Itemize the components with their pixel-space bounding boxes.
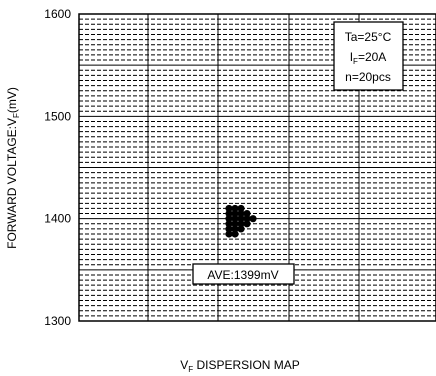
y-tick-labels: 1300 1400 1500 1600	[44, 7, 71, 328]
data-point	[231, 220, 239, 228]
condition-current: IF=20A	[350, 50, 387, 66]
y-tick-label: 1400	[44, 212, 71, 226]
data-point	[231, 204, 239, 213]
x-axis-label: VF DISPERSION MAP	[180, 358, 300, 374]
average-label: AVE:1399mV	[207, 268, 278, 282]
data-point	[243, 209, 251, 218]
condition-temperature: Ta=25°C	[345, 30, 392, 44]
data-point	[249, 215, 257, 223]
plot-frame	[78, 13, 436, 322]
data-point	[237, 215, 245, 223]
y-tick-label: 1300	[44, 314, 71, 328]
y-tick-label: 1600	[44, 7, 71, 21]
data-point	[237, 209, 245, 218]
data-point	[231, 215, 239, 223]
data-point	[225, 215, 233, 223]
data-point	[225, 230, 233, 238]
data-point	[225, 220, 233, 228]
y-axis-label: FORWARD VOLTAGE:VF(mV)	[5, 87, 21, 249]
data-point	[231, 209, 239, 218]
condition-sample-count: n=20pcs	[345, 70, 391, 84]
data-point	[231, 230, 239, 238]
average-box: AVE:1399mV	[192, 263, 295, 285]
data-point	[237, 220, 245, 228]
data-point	[225, 204, 233, 213]
data-point	[243, 220, 251, 228]
data-point	[225, 225, 233, 233]
data-point	[243, 215, 251, 223]
data-point	[237, 204, 245, 213]
data-point	[231, 225, 239, 233]
data-point	[225, 209, 233, 218]
conditions-box: Ta=25°C IF=20A n=20pcs	[333, 21, 404, 91]
data-points	[225, 204, 257, 238]
data-point	[237, 225, 245, 233]
y-tick-label: 1500	[44, 109, 71, 123]
